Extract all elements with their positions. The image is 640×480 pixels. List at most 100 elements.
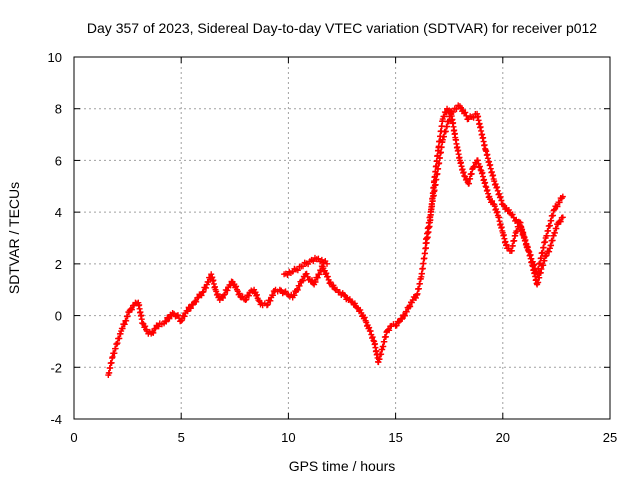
data-point-fill xyxy=(357,306,364,313)
data-point-fill xyxy=(220,294,227,301)
data-point-fill xyxy=(236,290,243,297)
data-point-fill xyxy=(200,288,207,295)
data-point-fill xyxy=(470,114,477,121)
data-point-fill xyxy=(221,291,228,298)
data-point-fill xyxy=(174,312,181,319)
data-point-fill xyxy=(557,218,564,225)
data-point-fill xyxy=(551,229,558,236)
y-tick-label: -4 xyxy=(50,412,62,427)
data-point-fill xyxy=(296,282,303,289)
data-point-fill xyxy=(163,318,170,325)
data-point-fill xyxy=(366,324,373,331)
data-point-fill xyxy=(403,308,410,315)
data-point-fill xyxy=(243,296,250,303)
data-point-fill xyxy=(166,315,173,322)
data-point-fill xyxy=(393,322,400,329)
x-tick-label: 5 xyxy=(178,430,185,445)
y-tick-label: 10 xyxy=(48,50,62,65)
data-point-fill xyxy=(402,312,409,319)
data-point-fill xyxy=(316,271,323,278)
x-tick-label: 25 xyxy=(603,430,617,445)
data-point-fill xyxy=(386,327,393,334)
data-point-fill xyxy=(370,337,377,344)
data-point-fill xyxy=(395,319,402,326)
data-point-fill xyxy=(509,211,516,218)
data-point-fill xyxy=(193,298,200,305)
data-point xyxy=(559,193,566,200)
data-point-fill xyxy=(494,184,501,191)
y-tick-label: -2 xyxy=(50,360,62,375)
data-point-fill xyxy=(497,193,504,200)
data-point-fill xyxy=(462,109,469,116)
data-point-fill xyxy=(441,113,448,120)
data-point-fill xyxy=(179,317,186,324)
data-point-fill xyxy=(412,294,419,301)
data-point-fill xyxy=(505,206,512,213)
data-point-fill xyxy=(310,258,317,265)
grid-lines xyxy=(74,57,610,419)
data-point-fill xyxy=(267,297,274,304)
data-point-fill xyxy=(128,306,135,313)
data-point-fill xyxy=(264,301,271,308)
data-point-fill xyxy=(198,292,205,299)
data-point-fill xyxy=(531,261,538,268)
x-axis-label: GPS time / hours xyxy=(289,458,396,474)
axis-ticks: 0 5 10 15 20 25 -4 -2 0 2 4 6 8 10 xyxy=(48,50,618,445)
data-point-fill xyxy=(553,225,560,232)
data-point-fill xyxy=(489,197,496,204)
data-point-fill xyxy=(399,316,406,323)
data-point-fill xyxy=(515,218,522,225)
data-point-fill xyxy=(150,329,157,336)
x-tick-label: 20 xyxy=(496,430,510,445)
data-point-fill xyxy=(299,263,306,270)
data-point-fill xyxy=(294,267,301,274)
data-point-fill xyxy=(450,109,457,116)
data-point xyxy=(551,206,558,213)
data-point-fill xyxy=(294,286,301,293)
data-point-fill xyxy=(269,292,276,299)
data-point-fill xyxy=(367,328,374,335)
data-point xyxy=(255,297,262,304)
data-point-fill xyxy=(323,270,330,277)
data-point-fill xyxy=(527,251,534,258)
data-point-fill xyxy=(474,157,481,164)
plot-frame xyxy=(73,56,611,420)
data-point-fill xyxy=(205,278,212,285)
data-point-fill xyxy=(330,282,337,289)
data-point-fill xyxy=(253,291,260,298)
data-point-fill xyxy=(142,323,149,330)
data-point xyxy=(525,247,532,254)
data-point-fill xyxy=(187,305,194,312)
data-point-fill xyxy=(546,248,553,255)
y-tick-label: 8 xyxy=(55,102,62,117)
y-tick-label: 2 xyxy=(55,257,62,272)
x-tick-label: 15 xyxy=(388,430,402,445)
data-point-fill xyxy=(324,273,331,280)
data-point-fill xyxy=(233,283,240,290)
data-point-fill xyxy=(351,300,358,307)
data-point-fill xyxy=(291,292,298,299)
data-point-fill xyxy=(284,271,291,278)
data-point xyxy=(323,260,330,267)
data-point-fill xyxy=(203,284,210,291)
data-point-fill xyxy=(299,277,306,284)
data-point-fill xyxy=(303,270,310,277)
x-tick-label: 0 xyxy=(70,430,77,445)
data-points xyxy=(105,102,566,379)
data-point-fill xyxy=(124,313,131,320)
data-point-fill xyxy=(361,314,368,321)
data-point xyxy=(341,291,348,298)
data-point-fill xyxy=(155,323,162,330)
data-point-fill xyxy=(556,199,563,206)
x-tick-label: 10 xyxy=(281,430,295,445)
data-point-fill xyxy=(476,163,483,170)
data-point-fill xyxy=(184,308,191,315)
data-point-fill xyxy=(119,325,126,332)
data-point-fill xyxy=(245,292,252,299)
data-point-fill xyxy=(453,106,460,113)
y-axis-label: SDTVAR / TECUs xyxy=(6,182,22,294)
data-point-fill xyxy=(121,321,128,328)
data-point-fill xyxy=(543,252,550,259)
data-point-fill xyxy=(123,317,130,324)
